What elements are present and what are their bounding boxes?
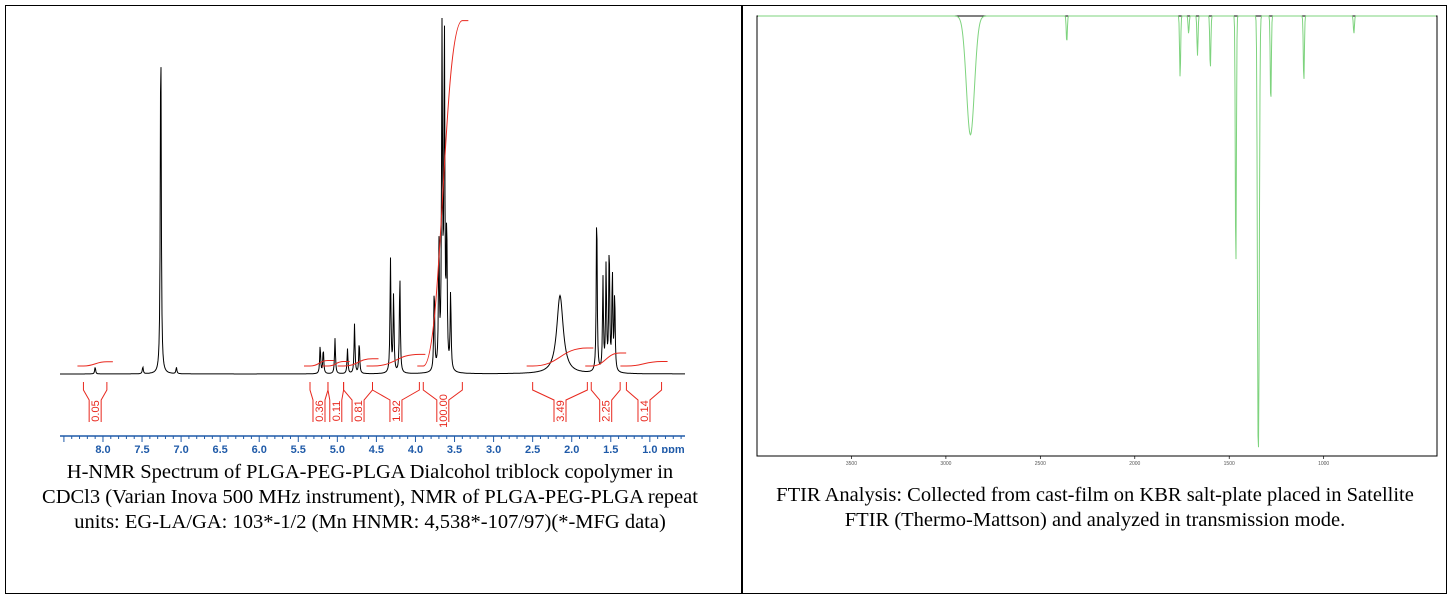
- nmr-spectrum-chart: 0.05 0.36 0.11 0.81 1.92 100.00 3.49 2.25 0.14 8.…: [60, 17, 685, 453]
- nmr-x-tick-label-7: 4.5: [369, 444, 384, 453]
- nmr-x-tick-label-15: ppm: [661, 444, 684, 453]
- ftir-x-tick-label-0: 3500: [846, 461, 857, 467]
- nmr-integral-label-3: 0.81: [353, 400, 365, 421]
- nmr-integral-curve-0: [77, 361, 113, 367]
- nmr-x-tick-label-2: 7.0: [173, 444, 188, 453]
- nmr-x-tick-label-14: 1.0: [642, 444, 657, 453]
- nmr-integral-label-5: 100.00: [438, 394, 450, 428]
- nmr-x-tick-label-1: 7.5: [134, 444, 149, 453]
- nmr-integral-bracket-0: [82, 382, 108, 422]
- nmr-integral-bracket-7: [590, 382, 621, 422]
- nmr-integral-label-8: 0.14: [639, 400, 651, 421]
- ftir-caption: FTIR Analysis: Collected from cast-film …: [776, 484, 1414, 531]
- nmr-integral-label-0: 0.05: [90, 400, 102, 421]
- nmr-x-tick-label-3: 6.5: [213, 444, 228, 453]
- nmr-integral-curve-4: [366, 353, 426, 367]
- nmr-x-tick-label-5: 5.5: [291, 444, 306, 453]
- ftir-x-tick-label-5: 1000: [1318, 461, 1329, 467]
- nmr-x-tick-label-6: 5.0: [330, 444, 345, 453]
- column-divider: [741, 6, 743, 593]
- ftir-x-tick-label-3: 2000: [1129, 461, 1140, 467]
- nmr-x-tick-label-0: 8.0: [95, 444, 110, 453]
- ftir-spectrum-chart: 3500 3000 2500 2000 1500 1000: [756, 15, 1438, 467]
- nmr-x-tick-label-13: 1.5: [603, 444, 618, 453]
- nmr-integral-bracket-8: [625, 382, 663, 422]
- nmr-integral-label-7: 2.25: [601, 400, 613, 421]
- nmr-integral-bracket-6: [532, 382, 588, 422]
- nmr-integral-label-2: 0.11: [331, 401, 343, 422]
- nmr-integral-curve-1: [304, 360, 334, 367]
- nmr-integral-curve-8: [620, 360, 668, 367]
- nmr-integral-curve-6: [526, 347, 594, 367]
- nmr-integral-bracket-4: [372, 382, 420, 422]
- figure-table: [5, 5, 1447, 594]
- nmr-integral-label-4: 1.92: [391, 400, 403, 421]
- nmr-x-tick-label-10: 3.0: [486, 444, 501, 453]
- nmr-caption: H-NMR Spectrum of PLGA-PEG-PLGA Dialcoho…: [42, 461, 698, 533]
- ftir-x-tick-label-1: 3000: [940, 461, 951, 467]
- nmr-integral-curve-5: [417, 20, 469, 367]
- nmr-integral-curve-7: [585, 352, 627, 367]
- nmr-x-tick-label-9: 3.5: [447, 444, 462, 453]
- nmr-x-tick-label-8: 4.0: [408, 444, 423, 453]
- nmr-integral-curve-2: [321, 361, 350, 367]
- nmr-integral-curve-3: [337, 358, 379, 367]
- nmr-x-tick-label-4: 6.0: [252, 444, 267, 453]
- ftir-x-tick-label-2: 2500: [1035, 461, 1046, 467]
- nmr-integral-label-1: 0.36: [314, 400, 326, 421]
- nmr-spectrum-line: [60, 17, 685, 375]
- ftir-spectrum-line: [758, 15, 1436, 448]
- nmr-integral-label-6: 3.49: [555, 400, 567, 421]
- ftir-x-tick-label-4: 1500: [1224, 461, 1235, 467]
- nmr-x-tick-label-12: 2.0: [564, 444, 579, 453]
- nmr-x-tick-label-11: 2.5: [525, 444, 540, 453]
- ftir-plot-frame: [756, 15, 1438, 457]
- nmr-integral-bracket-5: [422, 382, 463, 422]
